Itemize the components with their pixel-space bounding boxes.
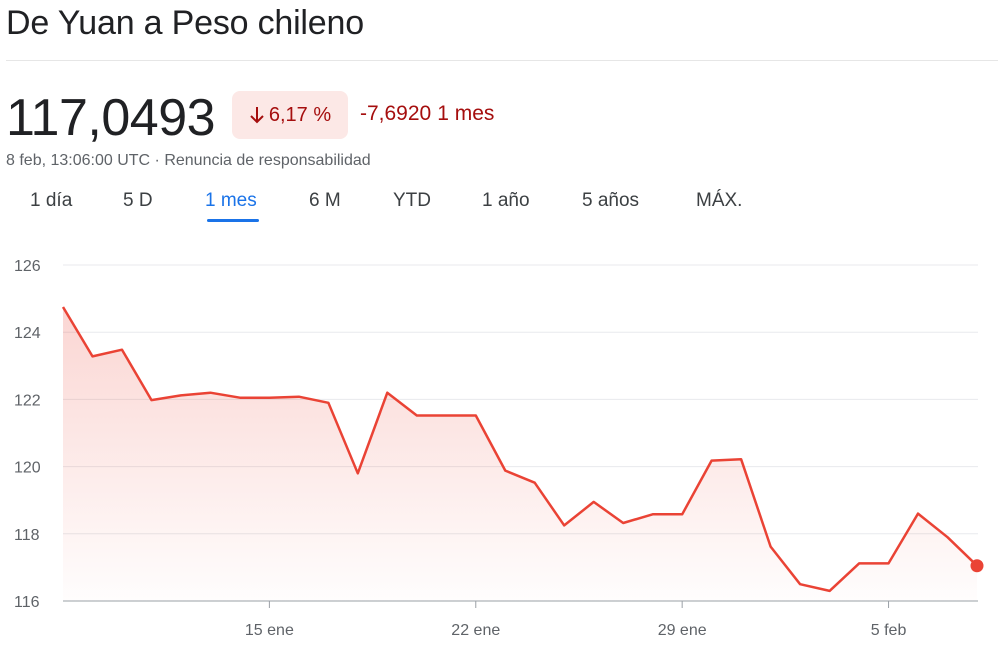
change-percent-badge: 6,17 %	[232, 91, 348, 139]
y-tick-label: 116	[14, 594, 40, 611]
tab-1-mes[interactable]: 1 mes	[205, 190, 257, 211]
tab-1-ano[interactable]: 1 año	[482, 190, 530, 211]
tab-max[interactable]: MÁX.	[696, 190, 743, 211]
y-tick-label: 126	[14, 258, 41, 275]
price-chart[interactable]: 116 118 120 122 124 126 15 ene 22 ene 29 ene 5 f…	[0, 240, 998, 658]
current-value-dot	[970, 559, 984, 573]
x-tick-label: 22 ene	[451, 622, 500, 639]
change-absolute: -7,6920	[360, 102, 432, 125]
quote-meta: 8 feb, 13:06:00 UTC · Renuncia de respon…	[6, 152, 371, 170]
change-period: 1 mes	[437, 102, 495, 125]
active-tab-indicator	[207, 219, 259, 222]
header-divider	[6, 60, 998, 61]
x-tick-label: 29 ene	[658, 622, 707, 639]
tab-6-m[interactable]: 6 M	[309, 190, 341, 211]
arrow-down-icon	[250, 107, 264, 124]
tab-5-d[interactable]: 5 D	[123, 190, 153, 211]
change-absolute-row: -7,6920 1 mes	[360, 102, 494, 126]
price-line	[61, 306, 978, 593]
y-tick-label: 120	[14, 460, 41, 477]
tab-ytd[interactable]: YTD	[393, 190, 431, 211]
change-percent: 6,17 %	[268, 103, 332, 126]
timestamp: 8 feb, 13:06:00 UTC ·	[6, 152, 165, 169]
page-title: De Yuan a Peso chileno	[6, 4, 364, 42]
tab-5-anos[interactable]: 5 años	[582, 190, 640, 211]
x-tick-label: 15 ene	[245, 622, 294, 639]
y-tick-label: 124	[14, 325, 41, 342]
y-tick-label: 122	[14, 392, 41, 409]
price-area-fill	[63, 307, 977, 601]
tab-1-dia[interactable]: 1 día	[30, 190, 73, 211]
x-tick-label: 5 feb	[871, 622, 907, 639]
disclaimer-link[interactable]: Renuncia de responsabilidad	[164, 152, 371, 169]
current-price: 117,0493	[6, 89, 216, 147]
y-tick-label: 118	[14, 527, 40, 544]
